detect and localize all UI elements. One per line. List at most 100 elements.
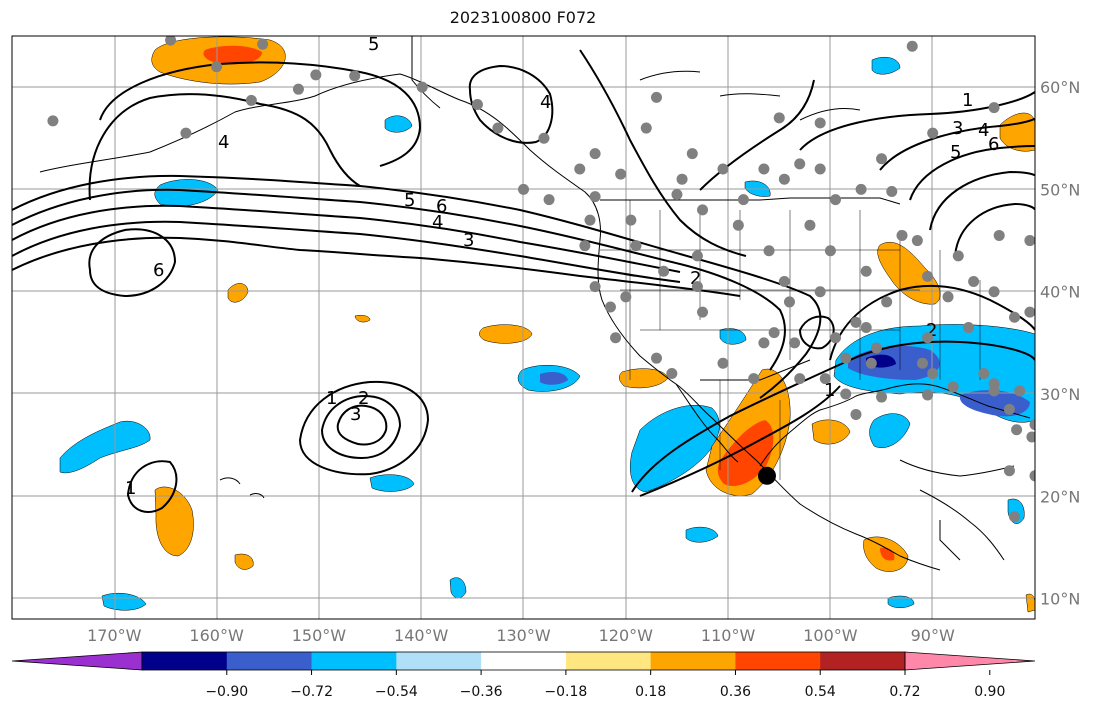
station-marker xyxy=(876,153,888,165)
contour-hudson-low-4 xyxy=(929,170,1035,231)
station-marker xyxy=(589,281,601,293)
station-marker xyxy=(625,214,637,226)
lon-tick-label: 130°W xyxy=(496,626,551,645)
station-marker xyxy=(748,373,760,385)
station-marker xyxy=(927,127,939,139)
contour-label: 3 xyxy=(463,230,474,251)
station-marker xyxy=(1026,431,1035,443)
anomaly-strong-alaska xyxy=(203,45,262,65)
station-marker xyxy=(165,36,177,46)
station-marker xyxy=(819,373,831,385)
station-marker xyxy=(763,245,775,257)
station-marker xyxy=(292,83,304,95)
station-marker xyxy=(676,173,688,185)
colorbar-segment xyxy=(650,652,736,670)
contour-label: 6 xyxy=(436,196,447,217)
station-marker xyxy=(773,112,785,124)
station-marker xyxy=(860,265,872,277)
station-marker xyxy=(840,388,852,400)
contour-hawaii-low-1 xyxy=(298,380,430,476)
station-marker xyxy=(589,191,601,203)
station-marker xyxy=(589,148,601,160)
lon-tick-label: 100°W xyxy=(803,626,858,645)
station-marker xyxy=(1029,470,1035,482)
station-marker xyxy=(927,368,939,380)
station-marker xyxy=(717,357,729,369)
station-marker xyxy=(978,368,990,380)
station-marker xyxy=(658,265,670,277)
lat-tick-label: 40°N xyxy=(1040,283,1080,302)
station-marker xyxy=(778,275,790,287)
anomaly-fills xyxy=(59,36,1035,613)
contour-label: 1 xyxy=(125,478,136,499)
contour-hudson-low-5 xyxy=(954,202,1035,257)
station-marker xyxy=(830,194,842,206)
colorbar-segment xyxy=(565,652,652,670)
contour-hawaii-low-3 xyxy=(336,404,388,446)
contour-label: 2 xyxy=(690,268,701,289)
contour-alaska-low xyxy=(99,61,422,167)
contour-lines xyxy=(12,49,1035,513)
station-marker xyxy=(988,102,1000,114)
station-marker xyxy=(180,127,192,139)
target-location-marker xyxy=(757,466,776,485)
contour-hudson-low-3 xyxy=(909,145,1035,201)
lon-tick-label: 170°W xyxy=(87,626,142,645)
map-frame xyxy=(11,35,1036,620)
station-marker xyxy=(850,316,862,328)
station-marker xyxy=(518,183,529,195)
station-marker xyxy=(697,204,709,216)
colorbar-segment xyxy=(735,652,821,670)
station-marker xyxy=(1009,311,1021,323)
station-marker xyxy=(257,38,269,50)
station-marker xyxy=(650,91,662,103)
lon-tick-label: 160°W xyxy=(189,626,244,645)
station-marker xyxy=(691,250,703,262)
station-marker xyxy=(870,342,882,354)
contour-label: 4 xyxy=(432,212,443,233)
station-marker xyxy=(650,352,662,364)
contour-ring-pacific-jet-3 xyxy=(12,204,681,273)
colorbar-tick-label: 0.90 xyxy=(974,684,1005,700)
station-marker xyxy=(538,132,550,144)
station-marker xyxy=(584,214,596,226)
contour-rockies xyxy=(579,49,747,257)
station-marker xyxy=(697,306,709,318)
contour-ring-pacific-jet-2 xyxy=(12,188,786,371)
lat-tick-label: 60°N xyxy=(1040,78,1080,97)
station-marker xyxy=(952,250,964,262)
station-marker xyxy=(758,337,770,349)
station-markers xyxy=(47,36,1035,523)
station-marker xyxy=(794,158,806,170)
station-marker xyxy=(906,40,918,52)
station-marker xyxy=(416,81,428,93)
contour-label: 4 xyxy=(978,120,989,141)
station-marker xyxy=(671,189,683,201)
coastlines xyxy=(39,36,1031,571)
station-marker xyxy=(794,373,806,385)
contour-hawaii-low-2 xyxy=(320,394,402,460)
colorbar-segment xyxy=(311,652,397,670)
station-marker xyxy=(922,270,934,282)
station-marker xyxy=(824,245,836,257)
station-marker xyxy=(471,99,483,111)
colorbar-tick-label: −0.72 xyxy=(290,684,333,700)
lon-tick-label: 150°W xyxy=(292,626,347,645)
colorbar-segment xyxy=(142,652,228,670)
station-marker xyxy=(896,229,908,241)
contour-label: 3 xyxy=(952,118,963,139)
station-marker xyxy=(988,286,1000,298)
colorbar-extend-high xyxy=(904,651,1036,671)
station-marker xyxy=(968,275,980,287)
contour-label: 1 xyxy=(962,90,973,111)
station-marker xyxy=(1029,419,1035,431)
lon-tick-label: 140°W xyxy=(394,626,449,645)
lat-tick-label: 30°N xyxy=(1040,385,1080,404)
station-marker xyxy=(814,163,826,175)
colorbar: −0.90 −0.72 −0.54 −0.36 −0.18 0.18 0.36 0.54 0.7… xyxy=(11,651,1036,700)
station-marker xyxy=(886,185,898,197)
contour-label: 2 xyxy=(358,388,369,409)
station-marker xyxy=(922,332,934,344)
station-marker xyxy=(211,61,223,73)
station-marker xyxy=(855,183,867,195)
